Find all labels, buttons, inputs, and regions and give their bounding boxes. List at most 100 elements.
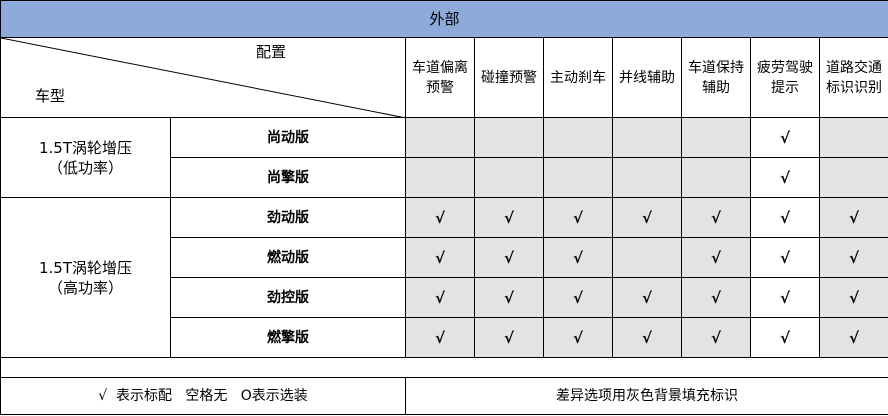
check-icon: √ bbox=[434, 248, 445, 267]
feature-header: 车道偏离 预警 bbox=[405, 37, 475, 118]
corner-header: 配置 车型 bbox=[0, 37, 406, 118]
feature-cell: √ bbox=[612, 277, 682, 318]
feature-cell: √ bbox=[750, 117, 820, 158]
feature-cell: √ bbox=[543, 197, 613, 238]
check-icon: √ bbox=[710, 208, 721, 227]
table-row: 尚擎版 √ bbox=[1, 157, 888, 198]
feature-cell: √ bbox=[681, 237, 751, 278]
check-icon: √ bbox=[503, 248, 514, 267]
feature-cell bbox=[405, 157, 475, 198]
diagonal-line bbox=[1, 38, 406, 118]
feature-cell bbox=[543, 117, 613, 158]
check-icon: √ bbox=[503, 328, 514, 347]
feature-cell: √ bbox=[681, 277, 751, 318]
check-icon: √ bbox=[710, 248, 721, 267]
feature-header: 道路交通 标识识别 bbox=[818, 37, 888, 118]
spacer-row bbox=[0, 357, 888, 378]
trim-cell: 劲动版 bbox=[170, 197, 406, 238]
feature-cell: √ bbox=[750, 277, 820, 318]
check-icon: √ bbox=[849, 288, 860, 307]
feature-cell: √ bbox=[474, 197, 544, 238]
feature-cell: √ bbox=[612, 317, 682, 358]
trim-cell: 尚动版 bbox=[170, 117, 406, 158]
model-cell: 1.5T涡轮增压 （低功率） bbox=[0, 117, 171, 198]
feature-cell: √ bbox=[474, 317, 544, 358]
check-icon: √ bbox=[434, 328, 445, 347]
feature-cell: √ bbox=[474, 237, 544, 278]
check-icon: √ bbox=[779, 248, 790, 267]
trim-cell: 劲控版 bbox=[170, 277, 406, 318]
feature-cell: √ bbox=[818, 237, 888, 278]
trim-cell: 燃擎版 bbox=[170, 317, 406, 358]
feature-cell: √ bbox=[818, 197, 888, 238]
table-row: 1.5T涡轮增压 （低功率） 尚动版 √ bbox=[0, 117, 888, 198]
trim-cell: 燃动版 bbox=[170, 237, 406, 278]
check-icon: √ bbox=[572, 248, 583, 267]
feature-header: 疲劳驾驶 提示 bbox=[750, 37, 820, 118]
check-icon: √ bbox=[849, 208, 860, 227]
feature-header: 并线辅助 bbox=[612, 37, 682, 118]
feature-cell: √ bbox=[681, 197, 751, 238]
feature-cell bbox=[474, 157, 544, 198]
feature-cell bbox=[612, 237, 682, 278]
check-icon: √ bbox=[503, 288, 514, 307]
check-icon: √ bbox=[779, 128, 790, 147]
check-icon: √ bbox=[503, 208, 514, 227]
check-icon: √ bbox=[572, 328, 583, 347]
config-label: 配置 bbox=[256, 43, 287, 61]
check-icon: √ bbox=[434, 208, 445, 227]
check-icon: √ bbox=[779, 168, 790, 187]
table-row: 燃动版 √ √ √ √ √ √ bbox=[1, 237, 888, 278]
feature-cell bbox=[818, 117, 888, 158]
feature-cell bbox=[681, 117, 751, 158]
feature-cell: √ bbox=[474, 277, 544, 318]
check-icon: √ bbox=[710, 288, 721, 307]
feature-cell: √ bbox=[543, 237, 613, 278]
feature-cell: √ bbox=[543, 277, 613, 318]
check-icon: √ bbox=[641, 208, 652, 227]
model-cell: 1.5T涡轮增压 （高功率） bbox=[0, 197, 171, 358]
table-row: 劲控版 √ √ √ √ √ √ √ bbox=[1, 277, 888, 318]
feature-cell: √ bbox=[405, 277, 475, 318]
feature-cell bbox=[474, 117, 544, 158]
feature-cell: √ bbox=[750, 157, 820, 198]
feature-cell: √ bbox=[750, 317, 820, 358]
check-icon: √ bbox=[572, 208, 583, 227]
check-icon: √ bbox=[641, 328, 652, 347]
feature-cell bbox=[681, 157, 751, 198]
feature-header: 碰撞预警 bbox=[474, 37, 544, 118]
feature-cell: √ bbox=[818, 317, 888, 358]
footer-legend: √ 表示标配 空格无 O表示选装 bbox=[0, 377, 406, 415]
feature-header: 主动刹车 bbox=[543, 37, 613, 118]
feature-cell: √ bbox=[750, 237, 820, 278]
table-title: 外部 bbox=[0, 0, 888, 38]
feature-cell: √ bbox=[405, 197, 475, 238]
check-icon: √ bbox=[572, 288, 583, 307]
trim-cell: 尚擎版 bbox=[170, 157, 406, 198]
check-icon: √ bbox=[849, 328, 860, 347]
check-icon: √ bbox=[434, 288, 445, 307]
feature-cell bbox=[818, 157, 888, 198]
feature-cell bbox=[612, 157, 682, 198]
check-icon: √ bbox=[779, 208, 790, 227]
feature-cell: √ bbox=[750, 197, 820, 238]
footer-note: 差异选项用灰色背景填充标识 bbox=[404, 377, 888, 415]
feature-header: 车道保持 辅助 bbox=[681, 37, 751, 118]
check-icon: √ bbox=[779, 328, 790, 347]
check-icon: √ bbox=[710, 328, 721, 347]
check-icon: √ bbox=[849, 248, 860, 267]
feature-cell: √ bbox=[543, 317, 613, 358]
feature-cell: √ bbox=[405, 317, 475, 358]
feature-cell bbox=[405, 117, 475, 158]
feature-cell bbox=[612, 117, 682, 158]
feature-cell: √ bbox=[681, 317, 751, 358]
feature-cell: √ bbox=[818, 277, 888, 318]
table-row: 1.5T涡轮增压 （高功率） 劲动版 √ √ √ √ √ √ √ bbox=[0, 197, 888, 358]
model-label: 车型 bbox=[35, 87, 66, 105]
check-icon: √ bbox=[779, 288, 790, 307]
feature-cell: √ bbox=[612, 197, 682, 238]
check-icon: √ bbox=[641, 288, 652, 307]
feature-cell: √ bbox=[405, 237, 475, 278]
feature-cell bbox=[543, 157, 613, 198]
